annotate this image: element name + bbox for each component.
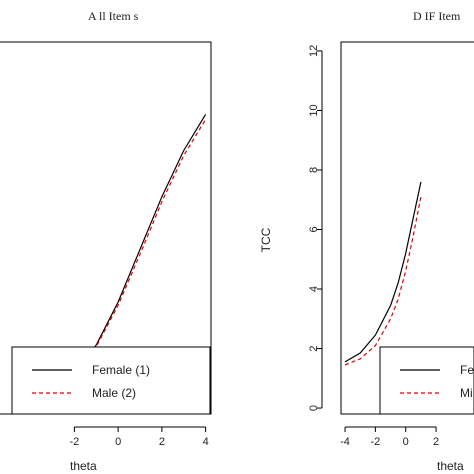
y-tick-label: 10 <box>308 104 320 116</box>
x-tick-label: 2 <box>433 436 439 448</box>
y-tick-label: 0 <box>308 405 320 411</box>
x-tick-label: -4 <box>340 436 350 448</box>
y-tick-label: 4 <box>308 286 320 292</box>
y-axis-ticks-right: 0 2 4 6 8 10 12 <box>308 45 323 411</box>
x-tick-label: 0 <box>403 436 409 448</box>
y-tick-label: 8 <box>308 167 320 173</box>
x-tick-label: -2 <box>69 436 79 448</box>
legend-entry: Female (1) <box>92 363 150 377</box>
x-axis-label-left: theta <box>70 459 97 473</box>
series-line <box>344 196 422 366</box>
legend-entry: Mi <box>460 386 473 400</box>
legend-entry: Fe <box>460 363 474 377</box>
legend-box <box>11 346 211 415</box>
panel-dif-items: D IF Item TCC 0 2 4 6 8 10 12 -4 -2 0 2 theta Fe M… <box>259 9 474 473</box>
x-tick-label: 2 <box>159 436 165 448</box>
legend-left: Female (1) Male (2) <box>11 346 211 415</box>
chart-title-all-items: A ll Item s <box>88 9 139 23</box>
y-axis-label-right: TCC <box>259 227 273 252</box>
x-tick-label: 4 <box>203 436 209 448</box>
y-tick-label: 12 <box>308 45 320 57</box>
panel-all-items: A ll Item s -2 0 2 4 theta Female (1) Male (… <box>0 9 212 473</box>
y-tick-label: 6 <box>308 226 320 232</box>
chart-title-dif-items: D IF Item <box>413 9 461 23</box>
y-tick-label: 2 <box>308 345 320 351</box>
series-group-right <box>344 181 422 366</box>
series-line <box>344 181 422 363</box>
x-tick-label: -2 <box>370 436 380 448</box>
x-axis-label-right: theta <box>437 459 464 473</box>
x-axis-ticks-left: -2 0 2 4 <box>69 426 209 448</box>
legend-box <box>379 346 474 415</box>
legend-entry: Male (2) <box>92 386 136 400</box>
x-axis-ticks-right: -4 -2 0 2 <box>340 426 439 448</box>
x-tick-label: 0 <box>115 436 121 448</box>
legend-right: Fe Mi <box>379 346 474 415</box>
